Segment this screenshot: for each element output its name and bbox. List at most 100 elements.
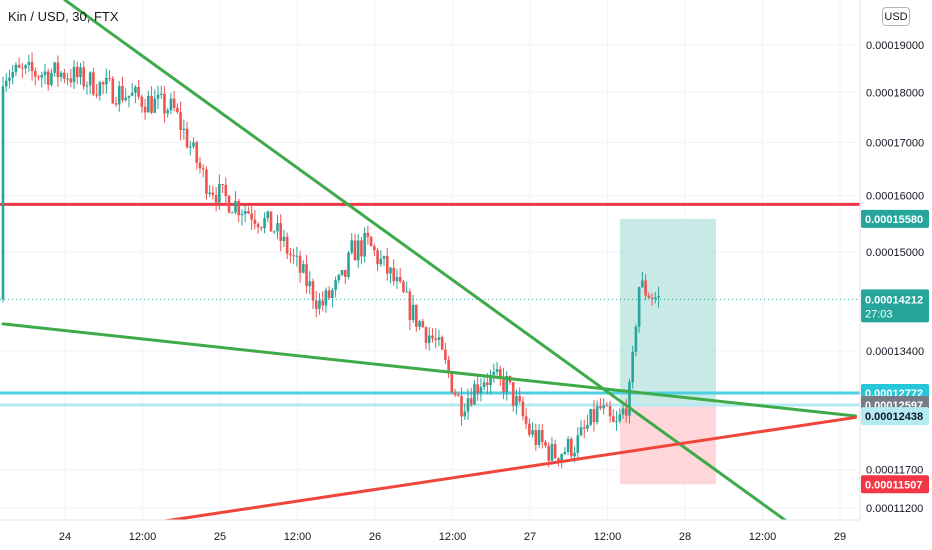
trend-lines-layer xyxy=(1,0,857,534)
candle-body xyxy=(437,337,441,340)
candle-body xyxy=(495,369,499,373)
candle-body xyxy=(192,142,195,147)
candle-body xyxy=(337,274,341,281)
candle-body xyxy=(595,406,599,423)
candle-body xyxy=(540,430,544,442)
candle-body xyxy=(389,267,392,274)
candle-body xyxy=(169,98,173,111)
candle-body xyxy=(447,359,450,373)
price-label: 0.00011507 xyxy=(865,479,923,491)
y-tick-label: 0.00015000 xyxy=(866,247,924,259)
candle-body xyxy=(402,281,405,292)
candle-body xyxy=(515,396,518,406)
x-tick-label: 12:00 xyxy=(129,531,157,543)
candle-body xyxy=(266,211,270,219)
candle-body xyxy=(234,201,237,213)
candle-body xyxy=(92,72,95,95)
candle-body xyxy=(263,218,266,229)
price-label: 0.00015580 xyxy=(865,214,923,226)
candle-body xyxy=(440,337,444,350)
candle-body xyxy=(586,424,589,429)
candle-body xyxy=(576,435,580,453)
candle-body xyxy=(544,441,547,446)
candle-body xyxy=(398,277,402,282)
x-tick-label: 29 xyxy=(834,531,846,543)
candle-body xyxy=(415,304,418,327)
candle-body xyxy=(221,184,224,186)
candle-body xyxy=(124,97,128,101)
candle-body xyxy=(502,376,505,393)
price-label-bg xyxy=(861,209,929,228)
candle-body xyxy=(605,405,609,407)
candle-body xyxy=(227,195,231,213)
candle-body xyxy=(634,326,638,352)
candle-body xyxy=(1,86,5,300)
candle-body xyxy=(582,427,586,429)
candle-body xyxy=(140,96,144,107)
candle-body xyxy=(353,240,357,261)
candle-body xyxy=(463,411,467,417)
candle-body xyxy=(618,414,622,422)
candle-body xyxy=(366,232,370,237)
candle-body xyxy=(334,280,337,291)
candle-body xyxy=(411,304,415,321)
candle-body xyxy=(166,110,169,114)
candle-body xyxy=(188,146,192,148)
candle-body xyxy=(653,297,657,299)
candle-body xyxy=(46,71,50,85)
candle-body xyxy=(269,211,273,232)
candle-body xyxy=(318,300,321,309)
candle-body xyxy=(208,192,211,194)
candle-body xyxy=(272,231,276,233)
candle-body xyxy=(486,382,489,386)
candle-body xyxy=(579,427,583,436)
candle-body xyxy=(379,258,383,265)
candle-body xyxy=(289,253,292,256)
chart-title: Kin / USD, 30, FTX xyxy=(8,9,119,24)
candle-body xyxy=(557,457,560,462)
candle-body xyxy=(599,406,602,409)
candle-body xyxy=(537,430,541,445)
grid-layer xyxy=(0,0,860,520)
y-tick-label: 0.00011700 xyxy=(866,465,923,477)
candle-body xyxy=(305,264,308,287)
candle-body xyxy=(637,287,641,327)
candle-body xyxy=(218,184,221,203)
candle-body xyxy=(434,338,438,340)
time-axis-bg xyxy=(0,520,932,550)
currency-button[interactable]: USD xyxy=(882,7,910,26)
candle-body xyxy=(82,67,86,87)
x-tick-label: 12:00 xyxy=(439,531,467,543)
candle-body xyxy=(589,409,593,425)
candle-body xyxy=(376,250,379,265)
candle-body xyxy=(424,327,428,343)
candle-body xyxy=(105,77,108,85)
candle-body xyxy=(43,71,47,75)
candle-body xyxy=(260,227,263,229)
candle-body xyxy=(224,184,228,196)
y-tick-label: 0.00016000 xyxy=(866,191,924,203)
candle-body xyxy=(282,236,286,242)
candle-body xyxy=(453,392,457,395)
candle-body xyxy=(612,416,615,422)
candle-body xyxy=(4,80,8,87)
candle-body xyxy=(127,95,131,98)
candle-body xyxy=(369,236,373,247)
position-zone-layer xyxy=(619,218,716,485)
candle-body xyxy=(518,396,521,402)
candle-body xyxy=(72,66,76,83)
candle-body xyxy=(340,270,344,275)
candle-body xyxy=(214,195,218,203)
candle-body xyxy=(476,384,479,393)
candle-body xyxy=(408,291,412,321)
candle-body xyxy=(205,169,208,194)
candle-body xyxy=(521,401,525,417)
candle-body xyxy=(95,94,98,96)
candle-body xyxy=(427,335,431,343)
candle-body xyxy=(195,142,199,163)
candle-body xyxy=(250,213,253,220)
candle-body xyxy=(308,281,312,287)
candle-body xyxy=(256,224,260,228)
